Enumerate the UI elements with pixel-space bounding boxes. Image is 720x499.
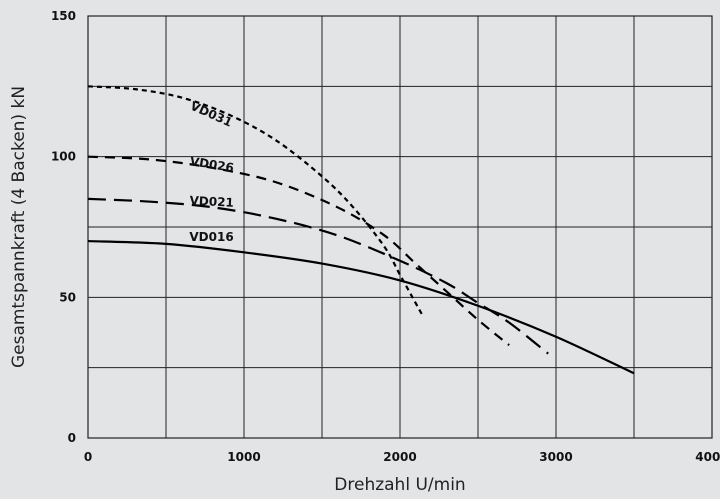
x-tick-label: 0 [84,450,92,464]
x-tick-label: 2000 [383,450,416,464]
y-axis-title: Gesamtspannkraft (4 Backen) kN [9,86,29,368]
grid [88,16,712,438]
series-label-vd021: VD021 [189,194,234,210]
series-line-vd031 [87,85,425,318]
y-tick-label: 100 [51,150,76,164]
series-group [87,85,635,375]
y-tick-label: 150 [51,9,76,23]
series-line-vd026 [87,155,510,347]
series-label-vd016: VD016 [189,230,233,244]
series-line-vd016 [87,239,635,375]
x-tick-label: 1000 [227,450,260,464]
y-tick-label: 0 [68,431,76,445]
series-label-vd026: VD026 [189,154,235,175]
x-axis-title: Drehzahl U/min [334,475,465,495]
x-tick-label: 3000 [539,450,572,464]
y-tick-label: 50 [59,290,76,304]
